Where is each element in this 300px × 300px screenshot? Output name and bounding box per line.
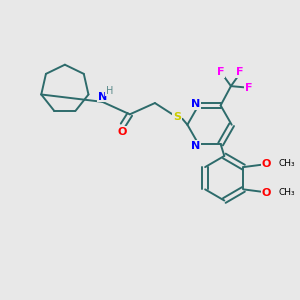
Text: S: S xyxy=(173,112,181,122)
Text: O: O xyxy=(262,158,271,169)
Text: F: F xyxy=(217,67,224,77)
Text: F: F xyxy=(245,82,252,93)
Text: CH₃: CH₃ xyxy=(278,188,295,197)
Text: CH₃: CH₃ xyxy=(278,159,295,168)
Text: H: H xyxy=(106,85,113,96)
Text: N: N xyxy=(98,92,107,101)
Text: F: F xyxy=(236,67,244,77)
Text: N: N xyxy=(191,99,200,109)
Text: N: N xyxy=(191,140,200,151)
Text: O: O xyxy=(262,188,271,198)
Text: O: O xyxy=(118,127,127,136)
